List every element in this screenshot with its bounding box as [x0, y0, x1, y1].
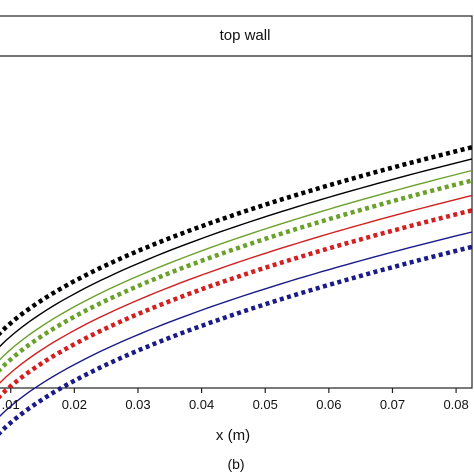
- series-line-1: [0, 145, 473, 337]
- x-tick-label: 0.06: [316, 397, 341, 412]
- series-line-4: [0, 178, 473, 373]
- x-tick-label: 0.05: [253, 397, 278, 412]
- x-axis-label: x (m): [216, 427, 250, 444]
- chart-title: top wall: [220, 27, 271, 44]
- x-tick-label: 0.08: [443, 397, 468, 412]
- series-line-3: [0, 169, 473, 361]
- panel-sub-label: (b): [227, 456, 244, 472]
- plot-frame: [0, 15, 473, 389]
- x-tick-label: 0.02: [62, 397, 87, 412]
- x-tick-label: .01: [2, 397, 20, 412]
- x-tick-label: 0.07: [380, 397, 405, 412]
- x-tick-label: 0.03: [125, 397, 150, 412]
- x-axis-ticks: .01 0.02 0.03 0.04 0.05 0.06 0.07 0.08: [2, 388, 469, 412]
- series-lines: [0, 145, 473, 436]
- plot-border: [0, 15, 473, 389]
- series-line-5: [0, 194, 473, 384]
- series-line-7: [0, 231, 473, 417]
- x-tick-label: 0.04: [189, 397, 214, 412]
- series-line-2: [0, 158, 473, 348]
